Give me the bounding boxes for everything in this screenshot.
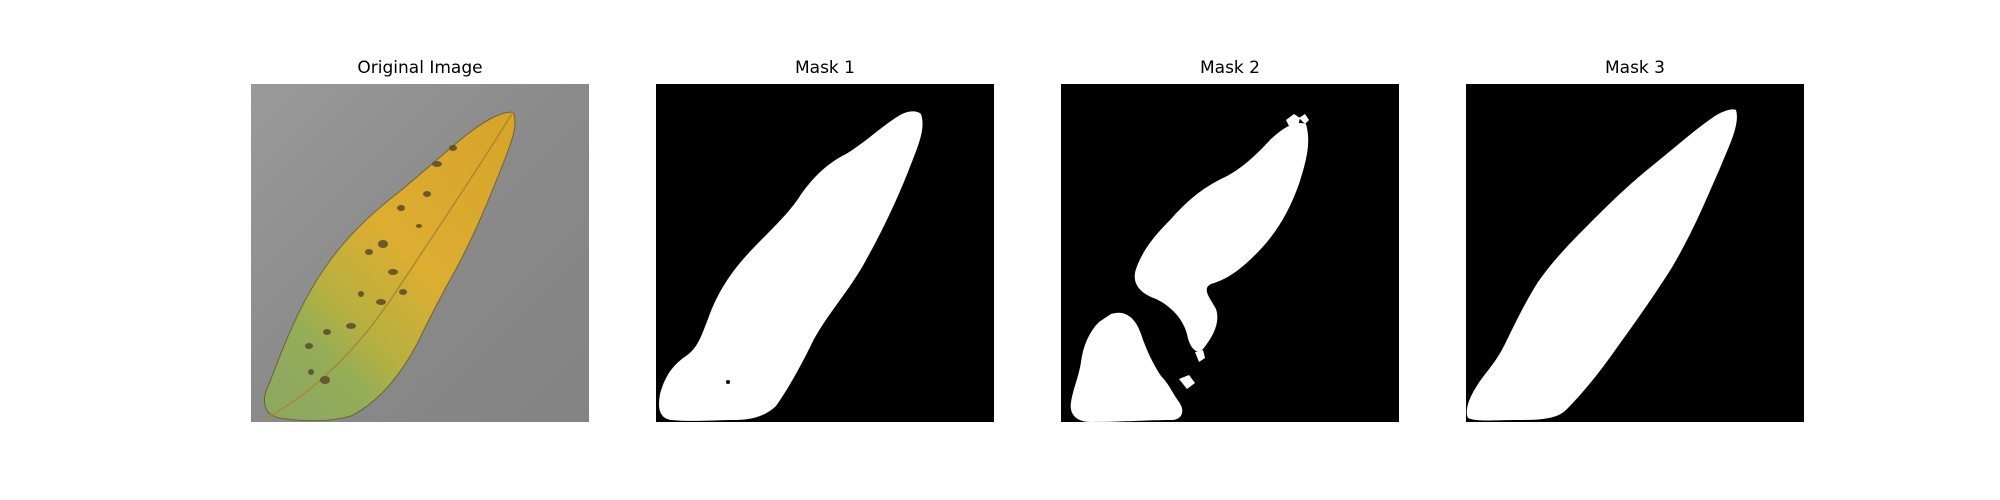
mask-2-image bbox=[1061, 84, 1399, 422]
panel-title-original: Original Image bbox=[357, 58, 483, 78]
leaf-midrib bbox=[262, 111, 514, 421]
mask-1-image bbox=[656, 84, 994, 422]
mask-2-foreground bbox=[1070, 114, 1309, 422]
leaf-photo bbox=[251, 84, 589, 422]
panel-title-mask-2: Mask 2 bbox=[1199, 58, 1260, 78]
original-image bbox=[251, 84, 589, 422]
leaf-lesions bbox=[305, 145, 457, 384]
mask-3-image bbox=[1466, 84, 1804, 422]
mask-1-foreground bbox=[659, 111, 923, 421]
mask-3-foreground bbox=[1466, 109, 1737, 421]
panel-title-mask-1: Mask 1 bbox=[794, 58, 855, 78]
leaf-shape bbox=[263, 111, 516, 422]
panel-title-mask-3: Mask 3 bbox=[1604, 58, 1665, 78]
